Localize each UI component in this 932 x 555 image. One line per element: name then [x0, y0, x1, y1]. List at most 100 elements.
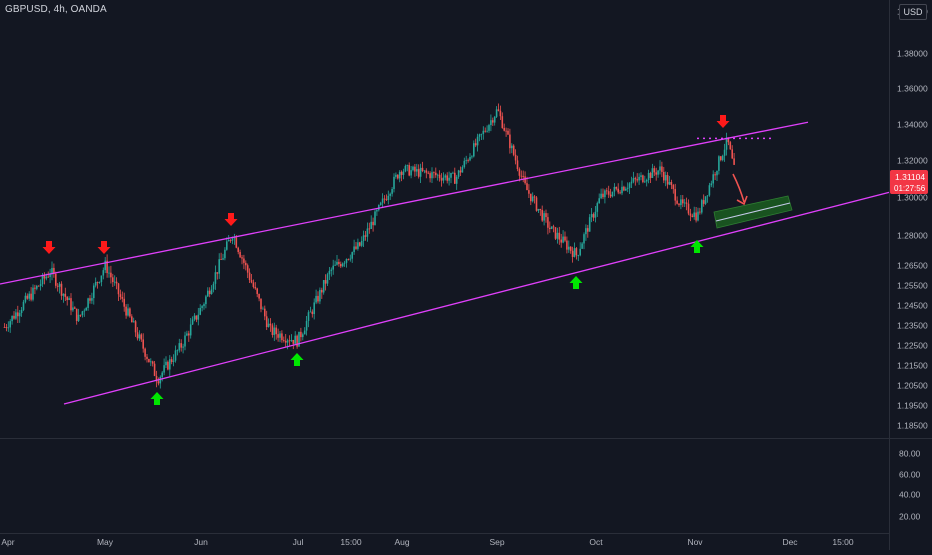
candle-body — [288, 340, 291, 342]
candle-body — [547, 217, 549, 228]
candle-body — [239, 251, 241, 258]
candle-body — [512, 145, 515, 155]
candle-body — [224, 249, 226, 259]
candle-body — [501, 116, 504, 128]
price-axis-label: 1.24500 — [897, 301, 928, 311]
candle-body — [322, 280, 325, 293]
candle-body — [628, 183, 631, 188]
lower-channel-line[interactable] — [63, 191, 890, 405]
sell-signal-arrow[interactable] — [97, 241, 111, 254]
time-axis-label: Apr — [1, 537, 14, 547]
upper-channel-line[interactable] — [0, 121, 809, 285]
price-badge-box — [890, 170, 928, 194]
candle-body — [229, 239, 232, 241]
candle-body — [450, 172, 452, 178]
candle-body — [695, 212, 697, 221]
candle-body — [22, 301, 25, 310]
symbol-title[interactable]: GBPUSD, 4h, OANDA — [5, 4, 107, 15]
candle-body — [243, 258, 245, 263]
candle-body — [676, 200, 678, 204]
candle-body — [157, 381, 160, 384]
candle-body — [311, 311, 314, 315]
sell-signal-arrow[interactable] — [42, 241, 56, 254]
buy-signal-arrow[interactable] — [690, 240, 704, 253]
candle-body — [362, 235, 365, 241]
indicator-axis[interactable]: 80.00 60.00 40.00 20.00 — [899, 449, 921, 522]
price-axis-label: 1.30000 — [897, 193, 928, 203]
candle-body — [398, 171, 401, 179]
candle-body — [727, 137, 730, 143]
candle-body — [385, 199, 388, 201]
candle-body — [39, 284, 42, 286]
buy-signal-arrow[interactable] — [150, 392, 164, 405]
candle-body — [172, 360, 175, 362]
price-axis-label: 1.34000 — [897, 120, 928, 130]
candle-body — [37, 285, 40, 287]
candle-body — [85, 307, 87, 311]
candle-body — [476, 136, 479, 146]
buy-signal-arrow[interactable] — [569, 276, 583, 289]
candle-body — [70, 298, 72, 311]
candle-body — [598, 198, 600, 204]
candle-body — [169, 359, 171, 370]
candle-body — [666, 175, 669, 185]
candle-body — [345, 259, 348, 263]
candle-body — [645, 179, 648, 182]
time-axis[interactable]: Apr May Jun Jul 15:00 Aug Sep Oct Nov Dec 15:00 — [1, 537, 854, 547]
candle-body — [142, 339, 144, 349]
time-axis-label: Jun — [194, 537, 208, 547]
candle-body — [307, 312, 310, 321]
candle-body — [113, 281, 116, 283]
candle-body — [416, 169, 418, 172]
candle-body — [381, 198, 384, 203]
currency-selector[interactable]: USD — [899, 4, 927, 20]
price-axis-label: 1.22500 — [897, 341, 928, 351]
candle-body — [545, 213, 547, 218]
candle-body — [687, 203, 690, 214]
candle-body — [438, 174, 441, 179]
candle-body — [729, 142, 732, 150]
candle-body — [324, 280, 327, 284]
candle-body — [587, 228, 589, 232]
candle-body — [431, 172, 433, 179]
candle-body — [721, 155, 724, 161]
candle-body — [252, 282, 255, 287]
candle-body — [286, 340, 289, 343]
candle-body — [93, 285, 95, 299]
candle-body — [731, 149, 733, 159]
candle-body — [364, 235, 367, 237]
candle-body — [693, 212, 695, 217]
candle-body — [328, 270, 331, 275]
candle-body — [265, 316, 268, 327]
candle-body — [611, 191, 614, 197]
sell-signal-arrow[interactable] — [224, 213, 238, 226]
candle-body — [355, 246, 357, 249]
candle-body — [222, 258, 224, 260]
sell-signal-arrow[interactable] — [716, 115, 730, 128]
projection-arrow[interactable] — [732, 173, 745, 203]
price-axis[interactable]: 1.400001.380001.360001.340001.320001.300… — [897, 7, 928, 431]
candle-body — [334, 264, 336, 266]
candle-body — [9, 321, 11, 328]
candle-body — [651, 168, 654, 178]
buy-signal-arrow[interactable] — [290, 353, 304, 366]
candle-body — [543, 213, 545, 221]
candle-body — [490, 120, 492, 126]
candle-body — [349, 258, 352, 260]
candle-body — [319, 289, 321, 302]
candle-body — [446, 175, 448, 181]
price-axis-label: 1.20500 — [897, 381, 928, 391]
candle-body — [683, 202, 686, 204]
candle-body — [376, 210, 378, 212]
candle-body — [294, 335, 296, 344]
candle-body — [176, 350, 179, 352]
candle-body — [556, 232, 559, 239]
candle-body — [655, 172, 657, 175]
candle-body — [155, 375, 158, 382]
candle-body — [366, 228, 369, 237]
candle-body — [397, 174, 399, 179]
candle-body — [682, 199, 684, 204]
candle-body — [716, 170, 718, 176]
